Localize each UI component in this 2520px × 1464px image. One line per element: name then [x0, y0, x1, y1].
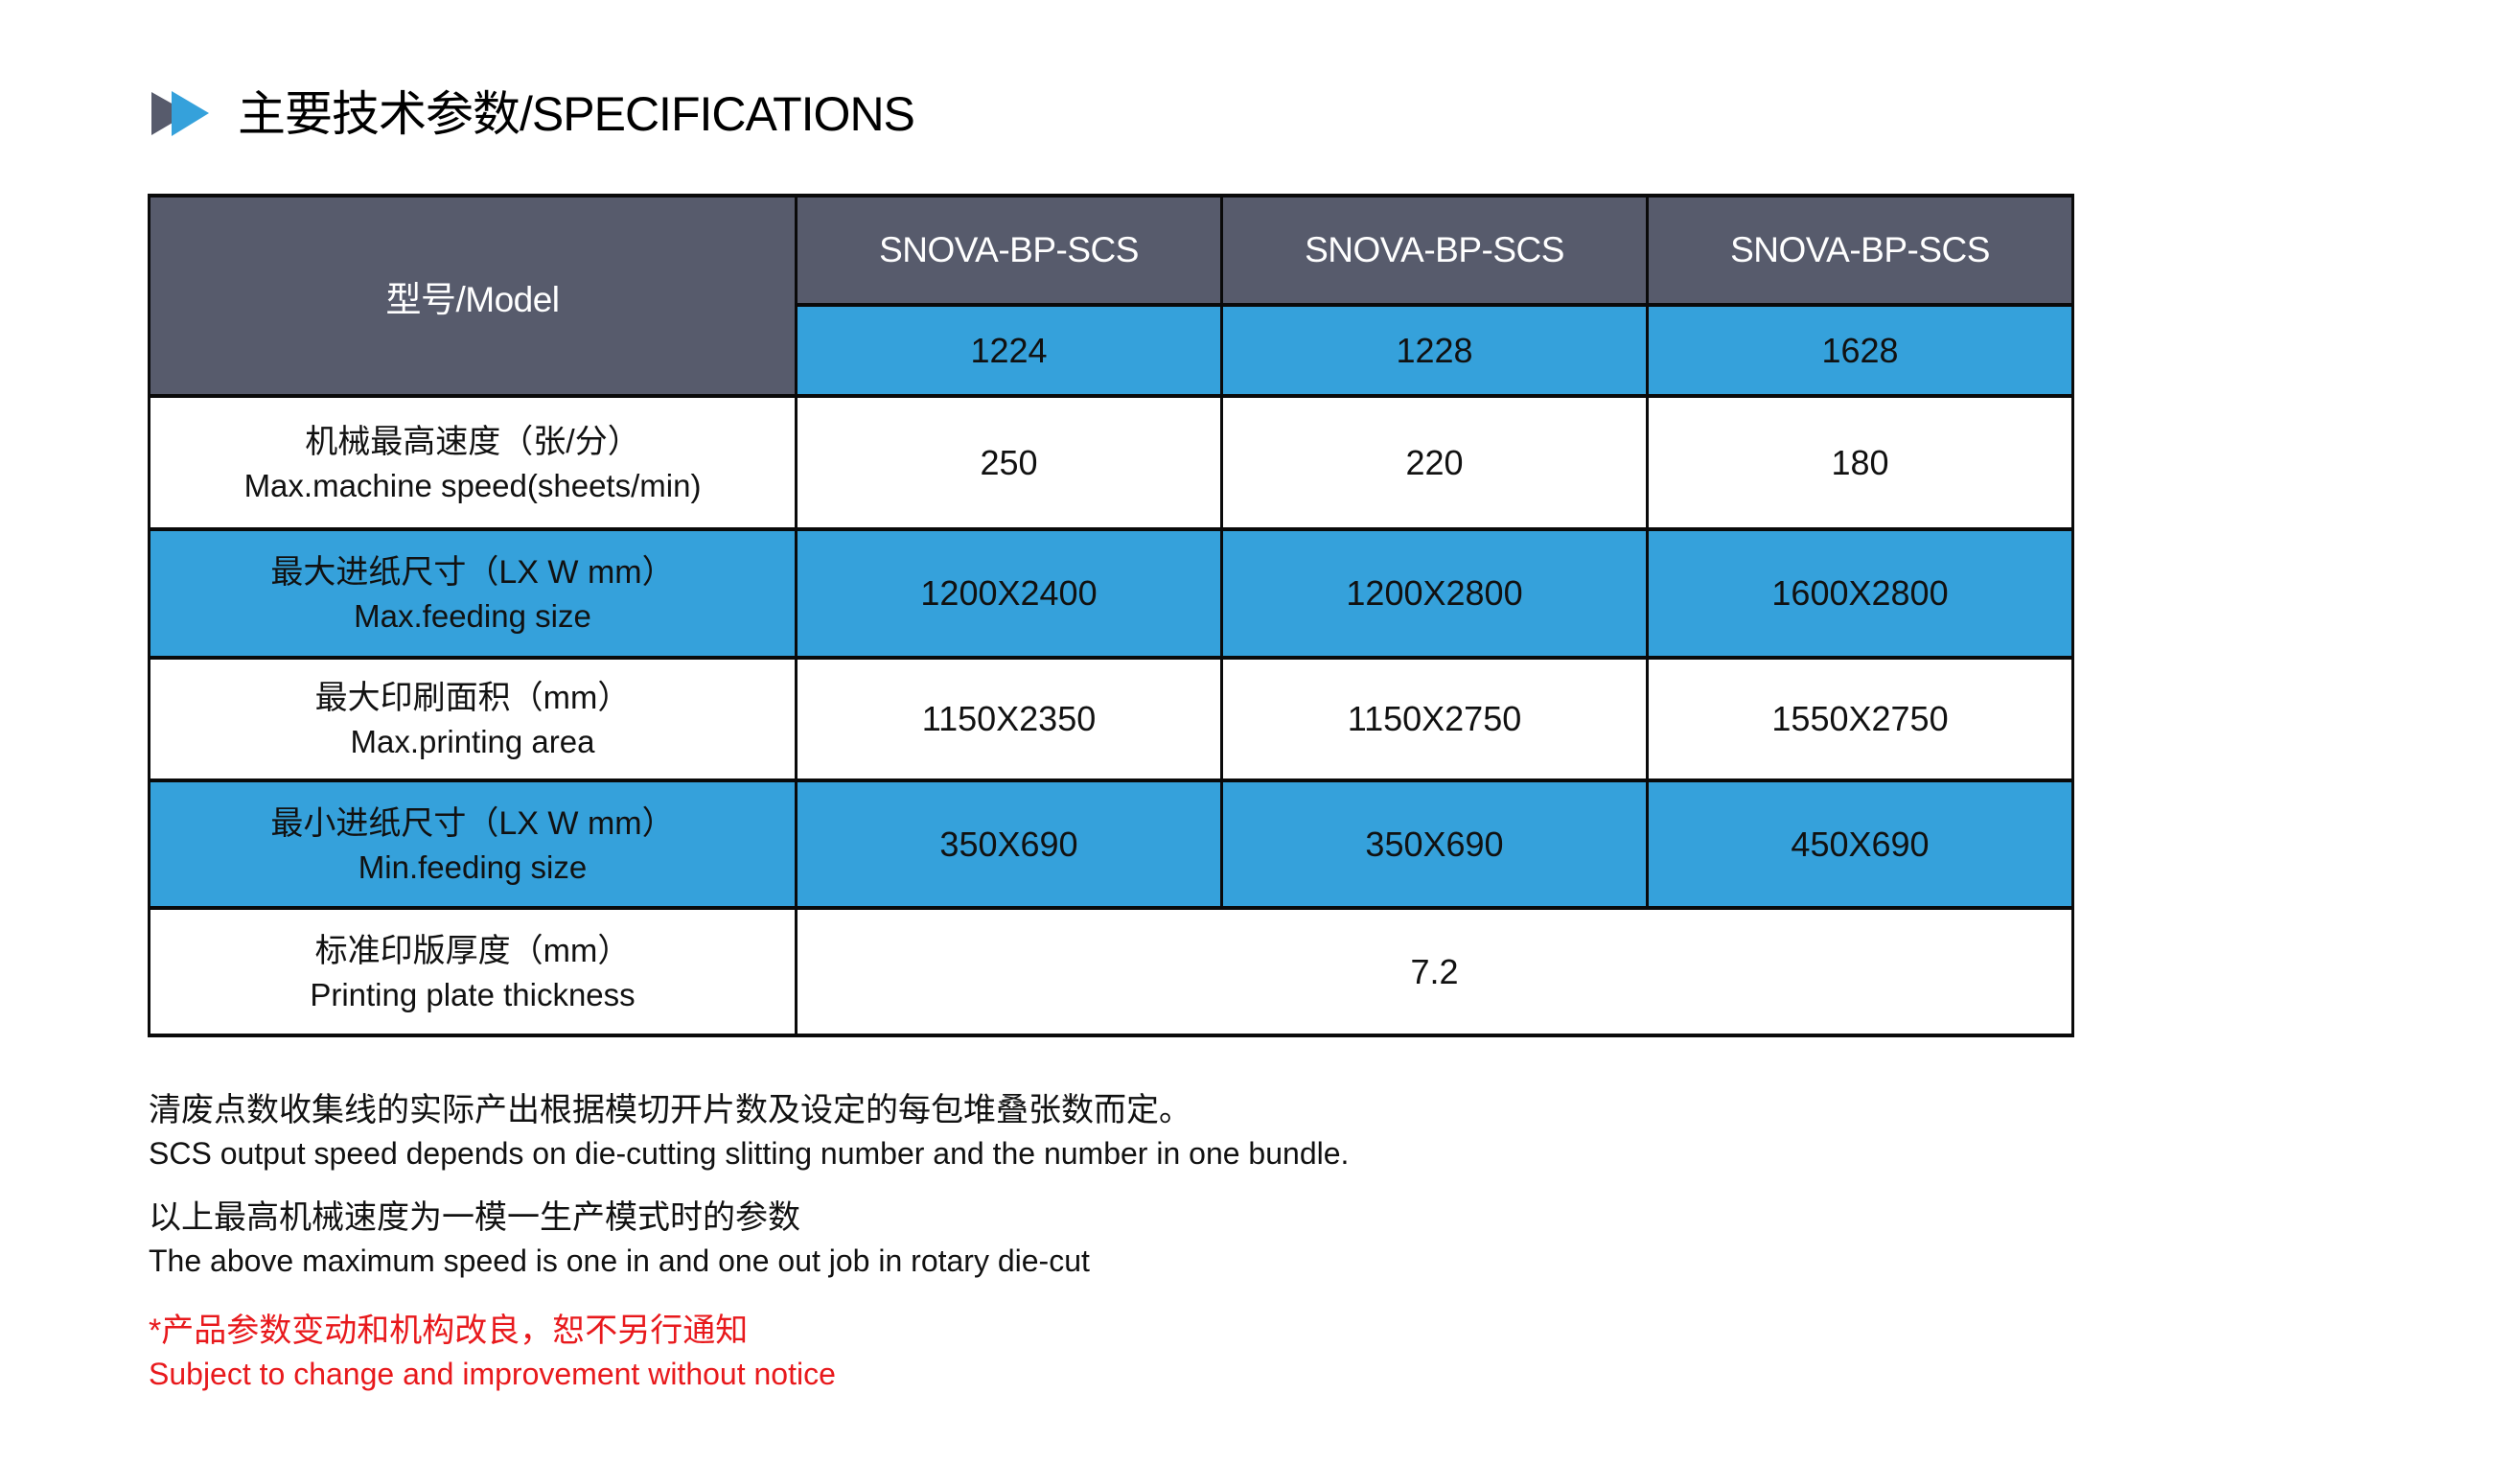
spec-value: 450X690 — [1791, 824, 1930, 864]
model-header-cell: 型号/Model — [148, 194, 798, 398]
spec-label-en: Max.printing area — [350, 724, 595, 759]
spec-label-cell: 最大印刷面积（mm） Max.printing area — [148, 656, 798, 782]
series-name: SNOVA-BP-SCS — [1730, 230, 1990, 269]
model-number: 1228 — [1396, 330, 1473, 370]
spec-label-en: Printing plate thickness — [310, 976, 636, 1012]
spec-label-zh: 机械最高速度（张/分） — [305, 423, 640, 460]
spec-value: 1150X2750 — [1347, 699, 1522, 738]
model-number: 1224 — [970, 330, 1048, 370]
note-disclaimer-zh: *产品参数变动和机构改良，恕不另行通知 — [149, 1313, 749, 1349]
spec-value-cell: 1150X2350 — [795, 656, 1223, 782]
double-arrow-icon — [151, 91, 209, 136]
spec-value-cell: 1200X2800 — [1220, 527, 1649, 660]
spec-label-zh: 标准印版厚度（mm） — [314, 932, 631, 969]
specifications-table: 型号/Model SNOVA-BP-SCS SNOVA-BP-SCS SNOVA… — [148, 194, 2074, 1037]
model-number-cell: 1224 — [795, 303, 1223, 398]
spec-value-cell: 1150X2750 — [1220, 656, 1649, 782]
spec-value-cell: 220 — [1220, 394, 1649, 531]
spec-value-cell: 450X690 — [1646, 778, 2074, 910]
page-title: 主要技术参数/SPECIFICATIONS — [238, 87, 915, 141]
spec-label-cell: 标准印版厚度（mm） Printing plate thickness — [148, 906, 798, 1037]
series-header-cell: SNOVA-BP-SCS — [1646, 194, 2074, 307]
note-max-speed: 以上最高机械速度为一模一生产模式时的参数 The above maximum s… — [149, 1197, 1090, 1283]
spec-value: 350X690 — [1365, 824, 1504, 864]
spec-value-cell-merged: 7.2 — [795, 906, 2074, 1037]
table-row-max-feeding: 最大进纸尺寸（LX W mm） Max.feeding size 1200X24… — [148, 527, 2074, 660]
model-number-cell: 1628 — [1646, 303, 2074, 398]
spec-label-zh: 最小进纸尺寸（LX W mm） — [270, 804, 675, 842]
spec-label-zh: 最大印刷面积（mm） — [314, 680, 631, 716]
spec-value-cell: 350X690 — [795, 778, 1223, 910]
spec-value-cell: 1600X2800 — [1646, 527, 2074, 660]
model-header-label: 型号/Model — [385, 279, 560, 319]
spec-label-zh: 最大进纸尺寸（LX W mm） — [270, 554, 675, 591]
spec-label-en: Min.feeding size — [358, 848, 588, 885]
spec-label-cell: 最大进纸尺寸（LX W mm） Max.feeding size — [148, 527, 798, 660]
spec-value: 1550X2750 — [1771, 699, 1949, 738]
table-row-series: 型号/Model SNOVA-BP-SCS SNOVA-BP-SCS SNOVA… — [148, 194, 2074, 398]
spec-label-cell: 机械最高速度（张/分） Max.machine speed(sheets/min… — [148, 394, 798, 531]
spec-value-cell: 1550X2750 — [1646, 656, 2074, 782]
table-row-plate-thickness: 标准印版厚度（mm） Printing plate thickness 7.2 — [148, 906, 2074, 1037]
note-max-speed-en: The above maximum speed is one in and on… — [149, 1243, 1090, 1278]
spec-value-cell: 350X690 — [1220, 778, 1649, 910]
series-header-cell: SNOVA-BP-SCS — [1220, 194, 1649, 307]
note-scs-output: 清废点数收集线的实际产出根据模切开片数及设定的每包堆叠张数而定。 SCS out… — [149, 1089, 1349, 1175]
spec-value: 7.2 — [1410, 951, 1459, 991]
spec-value: 180 — [1831, 442, 1889, 482]
spec-value-cell: 1200X2400 — [795, 527, 1223, 660]
table-row-min-feeding: 最小进纸尺寸（LX W mm） Min.feeding size 350X690… — [148, 778, 2074, 910]
model-number: 1628 — [1821, 330, 1899, 370]
section-title: 主要技术参数/SPECIFICATIONS — [151, 84, 915, 144]
series-header-cell: SNOVA-BP-SCS — [795, 194, 1223, 307]
spec-value: 1600X2800 — [1771, 573, 1949, 613]
spec-value: 250 — [980, 442, 1038, 482]
spec-value-cell: 250 — [795, 394, 1223, 531]
spec-value: 1200X2400 — [920, 573, 1098, 613]
spec-value: 350X690 — [939, 824, 1078, 864]
note-disclaimer-en: Subject to change and improvement withou… — [149, 1357, 836, 1391]
series-name: SNOVA-BP-SCS — [1305, 230, 1564, 269]
spec-value: 220 — [1405, 442, 1464, 482]
spec-label-en: Max.feeding size — [354, 598, 591, 634]
spec-value-cell: 180 — [1646, 394, 2074, 531]
spec-label-en: Max.machine speed(sheets/min) — [243, 467, 702, 503]
note-scs-output-zh: 清废点数收集线的实际产出根据模切开片数及设定的每包堆叠张数而定。 — [149, 1092, 1191, 1128]
table-row-models: 1224 1228 1628 — [150, 303, 2074, 398]
spec-label-cell: 最小进纸尺寸（LX W mm） Min.feeding size — [148, 778, 798, 910]
note-disclaimer: *产品参数变动和机构改良，恕不另行通知 Subject to change an… — [149, 1310, 836, 1396]
spec-value: 1150X2350 — [921, 699, 1097, 738]
series-name: SNOVA-BP-SCS — [879, 230, 1139, 269]
table-row-max-printing: 最大印刷面积（mm） Max.printing area 1150X2350 1… — [148, 656, 2074, 782]
table-row-machine-speed: 机械最高速度（张/分） Max.machine speed(sheets/min… — [148, 394, 2074, 531]
note-max-speed-zh: 以上最高机械速度为一模一生产模式时的参数 — [149, 1199, 800, 1236]
note-scs-output-en: SCS output speed depends on die-cutting … — [149, 1136, 1350, 1171]
model-number-cell: 1228 — [1220, 303, 1649, 398]
spec-value: 1200X2800 — [1346, 573, 1523, 613]
